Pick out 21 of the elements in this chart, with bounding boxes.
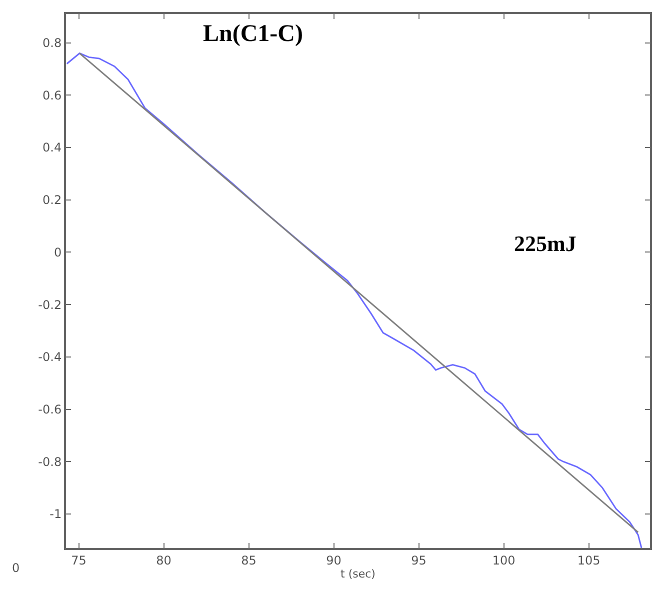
x-tick-label: 100 — [492, 553, 516, 568]
x-tick-label: 85 — [241, 553, 256, 568]
y-tick-label: -0.6 — [38, 402, 62, 416]
y-tick-label: -1 — [50, 507, 62, 522]
y-tick-label: 0 — [54, 245, 62, 260]
y-tick-label: 0.8 — [42, 36, 62, 50]
annotation: 225mJ — [514, 231, 576, 256]
x-tick-label: 80 — [156, 553, 172, 568]
x-tick-label: 95 — [411, 553, 426, 568]
y-tick-label: 0.6 — [42, 88, 62, 102]
x-tick-label: 75 — [71, 553, 86, 568]
y-tick-label: 0.2 — [42, 193, 62, 208]
x-axis-title: t (sec) — [340, 567, 376, 580]
x-tick-label: 105 — [577, 553, 600, 568]
y-tick-label: 0.4 — [42, 140, 62, 155]
x-tick-label: 90 — [326, 553, 342, 568]
text: 0 — [12, 561, 20, 575]
annotation: Ln(C1-C) — [203, 21, 303, 47]
y-tick-label: -0.8 — [38, 454, 62, 469]
y-tick-label: -0.4 — [38, 350, 62, 364]
y-tick-label: -0.2 — [38, 298, 62, 312]
